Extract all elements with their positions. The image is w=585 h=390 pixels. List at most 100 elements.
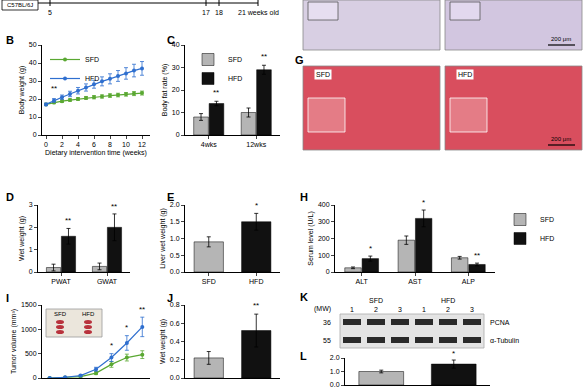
svg-text:0.8: 0.8 (170, 301, 180, 308)
svg-text:10: 10 (172, 109, 180, 116)
svg-text:L: L (300, 350, 307, 362)
svg-text:3: 3 (29, 201, 33, 208)
svg-text:0.4: 0.4 (170, 338, 180, 345)
svg-text:**: ** (474, 251, 480, 260)
svg-text:Serum level (U/L): Serum level (U/L) (307, 211, 315, 265)
svg-text:1000: 1000 (21, 326, 37, 333)
svg-text:40: 40 (172, 41, 180, 48)
svg-text:0.6: 0.6 (170, 320, 180, 327)
svg-text:1500: 1500 (21, 301, 37, 308)
svg-text:6: 6 (92, 141, 96, 148)
svg-text:1: 1 (350, 306, 354, 313)
svg-text:21 weeks old: 21 weeks old (238, 9, 279, 16)
svg-text:200 μm: 200 μm (551, 36, 571, 42)
svg-text:200 μm: 200 μm (551, 136, 571, 142)
svg-text:α-Tubulin: α-Tubulin (490, 337, 519, 344)
svg-text:55: 55 (323, 337, 331, 344)
svg-text:2: 2 (60, 141, 64, 148)
svg-text:2.0: 2.0 (330, 354, 340, 361)
svg-text:300: 300 (318, 218, 330, 225)
svg-text:30: 30 (29, 77, 37, 84)
svg-text:36: 36 (323, 319, 331, 326)
svg-text:**: ** (111, 202, 117, 211)
svg-text:**: ** (65, 216, 71, 225)
svg-text:SFD: SFD (369, 297, 383, 304)
svg-text:SFD: SFD (202, 278, 216, 285)
svg-text:**: ** (261, 52, 267, 61)
svg-text:HFD: HFD (458, 71, 472, 78)
svg-text:HFD: HFD (540, 235, 554, 242)
svg-text:K: K (300, 291, 308, 303)
svg-text:Wet weight (g): Wet weight (g) (159, 319, 167, 364)
svg-text:0: 0 (33, 374, 37, 381)
svg-text:SFD: SFD (228, 56, 242, 63)
svg-text:*: * (452, 349, 455, 358)
svg-text:50: 50 (29, 41, 37, 48)
svg-text:12wks: 12wks (246, 141, 266, 148)
svg-text:20: 20 (172, 86, 180, 93)
svg-text:400: 400 (318, 201, 330, 208)
svg-text:*: * (255, 201, 258, 210)
svg-text:500: 500 (25, 350, 37, 357)
svg-text:E: E (167, 191, 174, 203)
svg-text:0.0: 0.0 (170, 268, 180, 275)
svg-text:10: 10 (122, 141, 130, 148)
svg-text:**: ** (139, 305, 145, 314)
svg-text:1: 1 (29, 246, 33, 253)
svg-text:J: J (167, 292, 173, 304)
svg-text:HFD: HFD (228, 75, 242, 82)
svg-text:Dietary intervention time (wee: Dietary intervention time (weeks) (45, 149, 147, 157)
svg-text:8: 8 (108, 141, 112, 148)
svg-text:2: 2 (446, 306, 450, 313)
svg-text:12: 12 (138, 141, 146, 148)
svg-text:*: * (422, 198, 425, 207)
svg-text:SFD: SFD (316, 71, 330, 78)
svg-text:20: 20 (29, 95, 37, 102)
svg-text:3: 3 (470, 306, 474, 313)
svg-text:**: ** (213, 88, 219, 97)
svg-text:0: 0 (326, 268, 330, 275)
svg-text:(MW): (MW) (314, 305, 331, 313)
svg-text:4: 4 (76, 141, 80, 148)
svg-text:10: 10 (29, 113, 37, 120)
svg-text:100: 100 (318, 252, 330, 259)
svg-text:1.5: 1.5 (170, 218, 180, 225)
svg-text:1.0: 1.0 (170, 235, 180, 242)
svg-text:Body fat rate (%): Body fat rate (%) (161, 64, 169, 117)
svg-text:SFD: SFD (85, 56, 99, 63)
svg-text:AST: AST (408, 278, 422, 285)
svg-text:HFD: HFD (85, 75, 99, 82)
svg-text:ALT: ALT (356, 278, 369, 285)
svg-text:B: B (6, 34, 14, 46)
svg-text:1: 1 (422, 306, 426, 313)
svg-text:40: 40 (29, 59, 37, 66)
svg-text:0: 0 (44, 141, 48, 148)
svg-text:2.0: 2.0 (170, 201, 180, 208)
svg-text:0.5: 0.5 (170, 252, 180, 259)
svg-text:2: 2 (29, 224, 33, 231)
svg-text:HFD: HFD (249, 278, 263, 285)
svg-text:HFD: HFD (82, 311, 95, 317)
svg-text:17: 17 (202, 9, 210, 16)
svg-text:*: * (125, 323, 128, 332)
svg-text:*: * (110, 341, 113, 350)
svg-text:200: 200 (318, 235, 330, 242)
svg-text:**: ** (51, 84, 57, 93)
svg-text:PCNA: PCNA (490, 319, 510, 326)
svg-text:SFD: SFD (540, 216, 554, 223)
svg-text:0: 0 (176, 131, 180, 138)
svg-text:D: D (6, 191, 14, 203)
svg-text:PWAT: PWAT (51, 278, 71, 285)
svg-text:I: I (6, 292, 9, 304)
svg-text:0: 0 (29, 268, 33, 275)
svg-text:ALP: ALP (462, 278, 476, 285)
svg-text:5: 5 (48, 9, 52, 16)
svg-text:G: G (295, 54, 304, 66)
svg-text:0: 0 (33, 131, 37, 138)
svg-text:HFD: HFD (441, 297, 455, 304)
svg-text:2: 2 (374, 306, 378, 313)
svg-text:Wet weight (g): Wet weight (g) (18, 216, 26, 261)
svg-text:Body weight (g): Body weight (g) (18, 66, 26, 115)
svg-text:0.0: 0.0 (170, 374, 180, 381)
svg-text:18: 18 (215, 9, 223, 16)
